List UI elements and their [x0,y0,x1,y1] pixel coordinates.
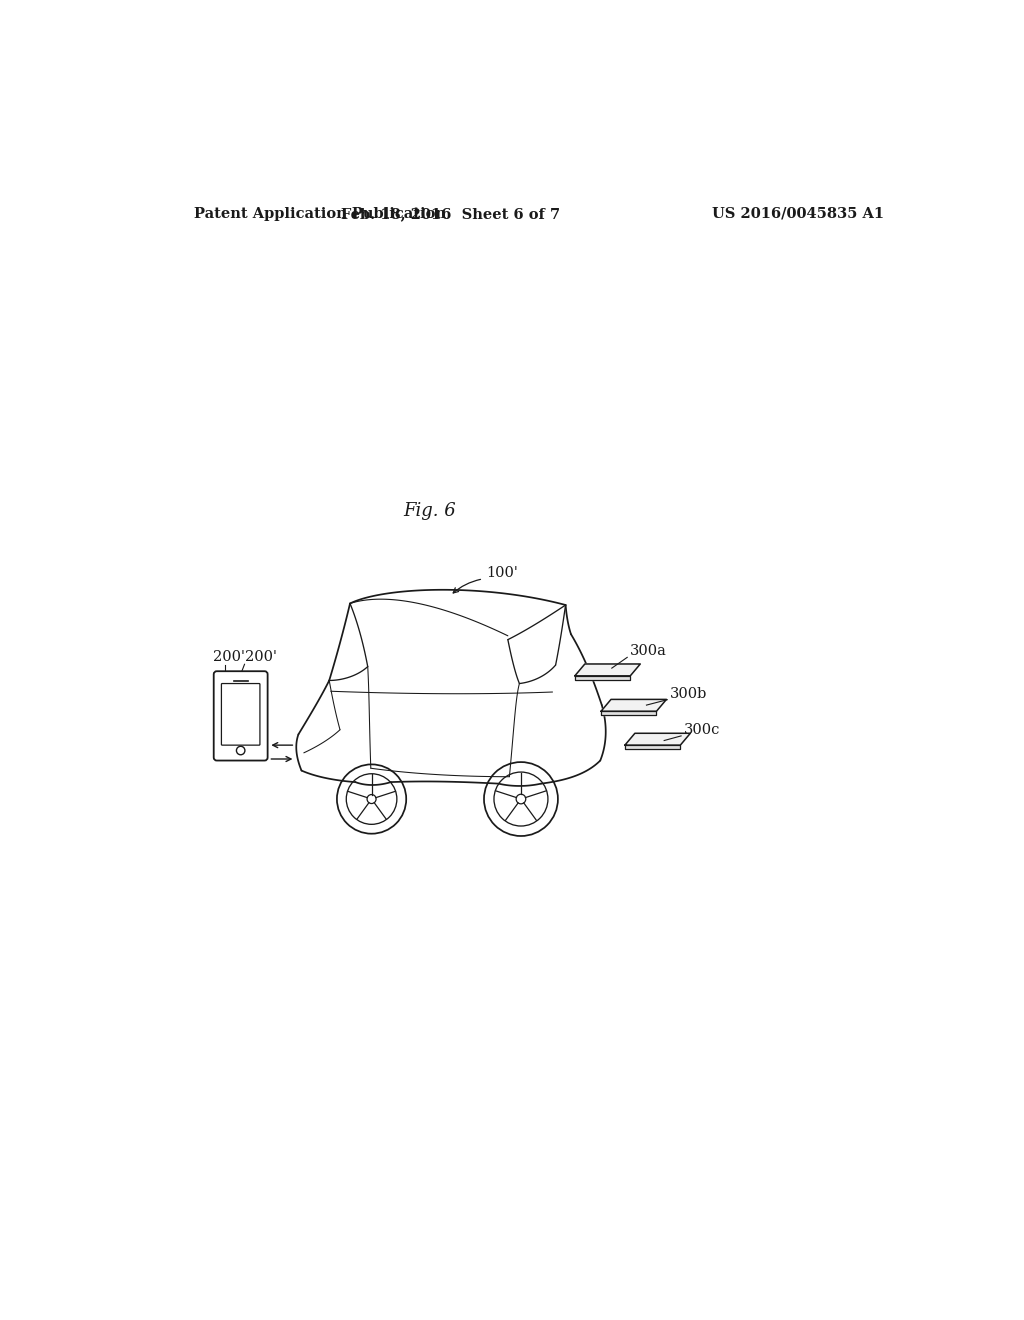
Text: 100': 100' [486,566,518,579]
Polygon shape [625,744,680,748]
Text: US 2016/0045835 A1: US 2016/0045835 A1 [712,207,884,220]
FancyBboxPatch shape [221,684,260,744]
Polygon shape [625,734,690,744]
Polygon shape [601,700,667,711]
Text: Fig. 6: Fig. 6 [403,502,456,520]
Text: 200': 200' [245,651,276,664]
Polygon shape [574,676,631,680]
Text: 300c: 300c [683,723,720,737]
Text: 200': 200' [213,651,245,664]
Text: Feb. 18, 2016  Sheet 6 of 7: Feb. 18, 2016 Sheet 6 of 7 [341,207,560,220]
Polygon shape [574,664,640,676]
Circle shape [237,746,245,755]
Text: 300a: 300a [630,644,667,659]
Text: Patent Application Publication: Patent Application Publication [195,207,446,220]
Polygon shape [601,711,656,715]
FancyBboxPatch shape [214,671,267,760]
Text: 300b: 300b [670,686,707,701]
